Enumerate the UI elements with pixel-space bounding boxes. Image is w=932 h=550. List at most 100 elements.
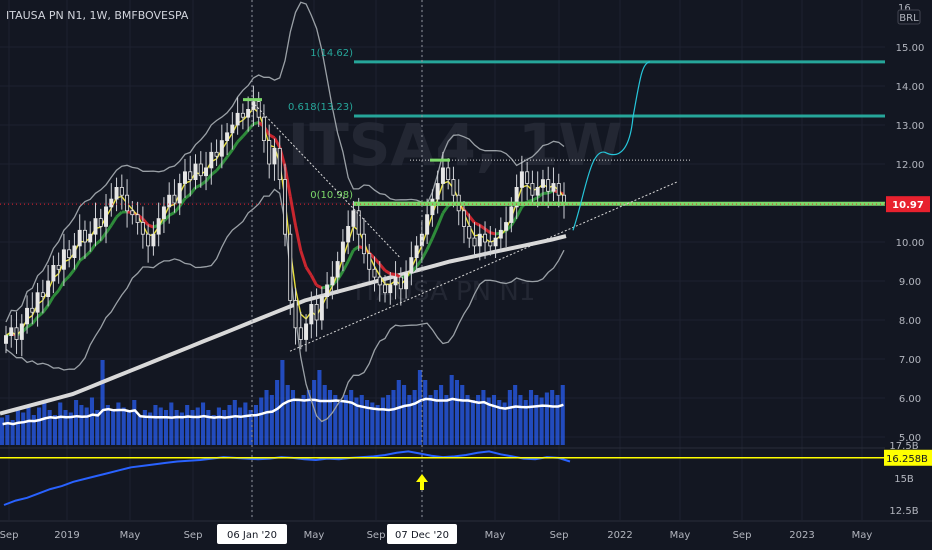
ema-mid-segment — [283, 166, 292, 197]
candle-body — [82, 229, 87, 243]
candle-body — [125, 194, 130, 212]
uptrend-line — [289, 181, 679, 352]
up-arrow-icon — [416, 474, 428, 490]
candle-body — [67, 249, 72, 259]
indicator-tick-label: 15B — [894, 474, 914, 485]
candle-body — [383, 284, 388, 294]
ema-mid-segment — [231, 140, 239, 151]
price-axis[interactable]: 15.0014.0013.0012.0011.0010.009.008.007.… — [884, 3, 932, 517]
ema-mid-segment — [288, 195, 298, 226]
volume-bar — [560, 385, 565, 445]
candle-body — [225, 132, 230, 142]
candle-body — [488, 241, 493, 247]
volume-bar — [290, 390, 296, 445]
ema-mid-segment — [215, 163, 224, 172]
volume-bar — [31, 415, 36, 445]
ema-mid-segment — [41, 304, 50, 314]
volume-bar — [0, 417, 5, 445]
volume-bar — [111, 410, 116, 445]
ema-mid-segment — [199, 179, 207, 187]
candle-body — [198, 163, 203, 177]
ema-mid-segment — [220, 156, 229, 165]
volume-bar — [232, 400, 237, 445]
candle-body — [98, 218, 103, 227]
ema-mid-segment — [73, 259, 81, 271]
ema-mid-segment — [78, 255, 86, 262]
ema-mid-segment — [204, 173, 213, 183]
candle-body — [540, 179, 545, 188]
candle-body — [293, 300, 298, 329]
last-price-badge — [886, 196, 930, 213]
candle-body — [119, 186, 124, 196]
ema-mid-segment — [194, 183, 202, 189]
candle-body — [514, 186, 519, 208]
ema-mid-segment — [526, 198, 533, 204]
volume-bar — [58, 402, 63, 445]
volume-bar — [460, 385, 465, 445]
ema-mid-segment — [168, 211, 176, 217]
candle-body — [51, 264, 56, 282]
volume-bar — [433, 390, 438, 445]
candle-body — [440, 167, 445, 184]
volume-histogram — [0, 360, 565, 445]
candle-body — [272, 147, 277, 165]
ema-mid-segment — [115, 210, 123, 219]
ema-mid-segment — [515, 206, 524, 218]
candle-body — [30, 307, 35, 313]
ema-mid-segment — [36, 311, 44, 319]
candle-body — [135, 214, 140, 223]
volume-bar — [275, 380, 280, 445]
candle-body — [546, 179, 551, 192]
candle-body — [414, 245, 419, 258]
time-tick-label: Sep — [367, 530, 386, 541]
ema-mid-segment — [110, 216, 118, 227]
ema-mid-segment — [104, 224, 113, 234]
ema-mid-segment — [420, 248, 429, 261]
volume-bar — [317, 370, 322, 445]
ema-mid-segment — [31, 316, 39, 325]
time-axis[interactable]: Sep 2019 May Sep 06 Jan '20 May Sep 07 Dec '20 M… — [0, 520, 932, 544]
volume-bar — [126, 410, 132, 445]
volume-bar — [47, 410, 52, 445]
volume-bar — [312, 380, 317, 445]
volume-bar — [507, 390, 512, 445]
currency-badge[interactable] — [897, 9, 921, 25]
volume-bar — [476, 395, 481, 445]
volume-bar — [343, 395, 348, 445]
volume-bar — [238, 407, 243, 445]
volume-bar — [417, 370, 422, 445]
volume-bar — [359, 395, 364, 445]
volume-bar — [10, 420, 15, 445]
ema-mid-segment — [510, 216, 518, 227]
ema-mid-segment — [299, 250, 308, 268]
candle-body — [130, 210, 135, 216]
last-price-label: 10.97 — [892, 200, 924, 211]
candle-body — [177, 183, 182, 204]
time-tick-highlight — [217, 524, 287, 544]
sma-long-line — [0, 234, 567, 416]
ema-mid-segment — [384, 269, 392, 275]
candle-body — [530, 183, 535, 196]
time-tick-label: 2019 — [54, 530, 79, 541]
currency-label: BRL — [899, 13, 919, 24]
volume-bar — [269, 395, 274, 445]
volume-bar — [285, 385, 290, 445]
candle-body — [498, 229, 503, 239]
ema-mid-segment — [94, 239, 102, 246]
volume-bar — [396, 380, 401, 445]
volume-bar — [227, 405, 232, 445]
price-tick-label-partial: 16. — [898, 3, 914, 14]
candle-body — [519, 171, 524, 188]
ema-mid-segment — [99, 232, 108, 242]
ema-mid-segment — [390, 272, 396, 276]
candle-body — [535, 186, 540, 196]
time-tick-label: Sep — [550, 530, 569, 541]
candle-body — [172, 194, 177, 204]
volume-bar — [105, 405, 110, 445]
ema-mid-segment — [425, 237, 434, 251]
candle-body — [467, 225, 472, 239]
candle-body — [214, 151, 219, 157]
indicator-level-badge — [884, 449, 932, 466]
